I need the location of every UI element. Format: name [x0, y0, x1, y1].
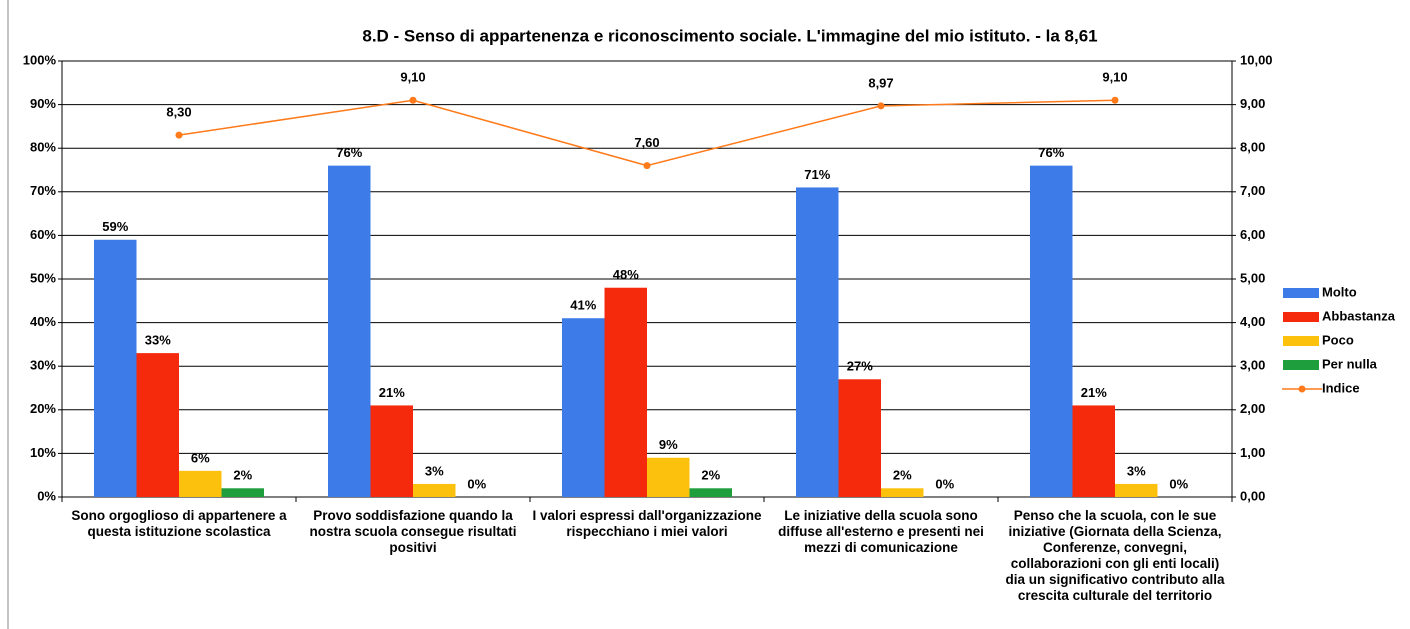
y2-tick-label: 8,00 — [1240, 140, 1265, 155]
y-tick-label: 80% — [30, 140, 56, 155]
x-tick-label: I valori espressi dall'organizzazione ri… — [532, 508, 762, 539]
data-label: 9,10 — [400, 70, 425, 85]
bar — [1030, 165, 1073, 497]
data-label: 59% — [102, 219, 128, 234]
y-tick-label: 70% — [30, 183, 56, 198]
bar — [136, 353, 179, 497]
y-tick-label: 0% — [37, 488, 56, 503]
legend-label: Per nulla — [1322, 356, 1378, 371]
chart-title: 8.D - Senso di appartenenza e riconoscim… — [362, 26, 1097, 45]
x-tick-label: Le iniziative della scuola sono diffuse … — [778, 508, 984, 555]
bar — [838, 379, 881, 497]
y-tick-label: 20% — [30, 401, 56, 416]
x-tick-label: Penso che la scuola, con le sue iniziati… — [1005, 508, 1225, 603]
y2-tick-label: 5,00 — [1240, 270, 1265, 285]
legend-label: Molto — [1322, 284, 1357, 299]
line-marker — [409, 96, 417, 104]
x-tick-label: Provo soddisfazione quando la nostra scu… — [309, 508, 517, 555]
bar — [604, 287, 647, 497]
y2-tick-label: 7,00 — [1240, 183, 1265, 198]
legend-label: Indice — [1322, 380, 1360, 395]
legend-swatch — [1283, 288, 1319, 298]
y2-tick-label: 4,00 — [1240, 314, 1265, 329]
bar — [94, 239, 137, 497]
bar — [689, 488, 732, 497]
bar — [881, 488, 924, 497]
y-tick-label: 40% — [30, 314, 56, 329]
line — [178, 99, 1116, 167]
data-label: 9,10 — [1102, 70, 1127, 85]
bar — [562, 318, 605, 497]
data-label: 21% — [1081, 385, 1107, 400]
bar — [328, 165, 371, 497]
y2-tick-label: 2,00 — [1240, 401, 1265, 416]
data-label: 0% — [1169, 476, 1188, 491]
y2-tick-label: 3,00 — [1240, 358, 1265, 373]
y-tick-label: 10% — [30, 445, 56, 460]
data-label: 71% — [804, 167, 830, 182]
data-label: 33% — [145, 333, 171, 348]
y-tick-label: 60% — [30, 227, 56, 242]
data-label: 8,97 — [868, 75, 893, 90]
bar — [1115, 483, 1158, 497]
data-label: 0% — [467, 476, 486, 491]
line-marker — [877, 102, 885, 110]
data-label: 7,60 — [634, 135, 659, 150]
x-tick-label: Sono orgoglioso di appartenere a questa … — [71, 508, 287, 539]
y-tick-label: 90% — [30, 96, 56, 111]
data-label: 0% — [935, 476, 954, 491]
legend-swatch — [1283, 360, 1319, 370]
data-label: 9% — [659, 437, 678, 452]
y-tick-label: 100% — [23, 52, 57, 67]
legend-swatch — [1298, 385, 1306, 393]
data-label: 27% — [847, 359, 873, 374]
y2-tick-label: 0,00 — [1240, 488, 1265, 503]
y-tick-label: 30% — [30, 358, 56, 373]
legend-label: Poco — [1322, 332, 1354, 347]
data-label: 2% — [893, 468, 912, 483]
bar — [221, 488, 264, 497]
data-label: 8,30 — [166, 105, 191, 120]
data-label: 3% — [425, 463, 444, 478]
y2-tick-label: 1,00 — [1240, 445, 1265, 460]
bar — [647, 457, 690, 497]
data-label: 48% — [613, 267, 639, 282]
legend-label: Abbastanza — [1322, 308, 1396, 323]
data-label: 21% — [379, 385, 405, 400]
y2-tick-label: 10,00 — [1240, 52, 1273, 67]
bar — [796, 187, 839, 497]
data-label: 41% — [570, 298, 596, 313]
data-label: 6% — [191, 450, 210, 465]
y-tick-label: 50% — [30, 270, 56, 285]
legend-swatch — [1283, 312, 1319, 322]
data-label: 3% — [1127, 463, 1146, 478]
data-label: 76% — [336, 145, 362, 160]
data-label: 76% — [1038, 145, 1064, 160]
line-marker — [643, 162, 651, 170]
bar — [179, 470, 222, 497]
data-label: 2% — [701, 468, 720, 483]
line-marker — [175, 131, 183, 139]
line-marker — [1111, 96, 1119, 104]
data-label: 2% — [233, 468, 252, 483]
y2-tick-label: 6,00 — [1240, 227, 1265, 242]
y2-tick-label: 9,00 — [1240, 96, 1265, 111]
bar — [1072, 405, 1115, 497]
bar — [370, 405, 413, 497]
legend-swatch — [1283, 336, 1319, 346]
bar — [413, 483, 456, 497]
